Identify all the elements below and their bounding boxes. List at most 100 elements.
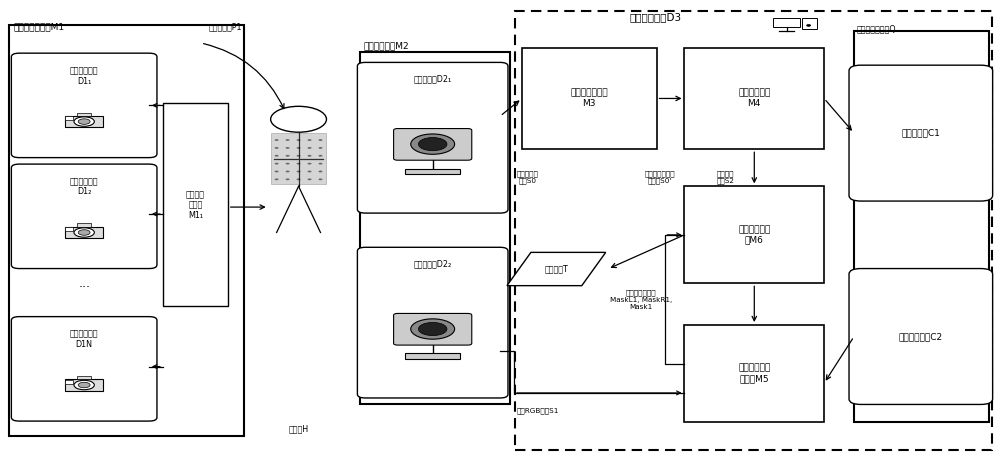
Bar: [77, 376, 91, 379]
Text: 视频超分辨模块
M3: 视频超分辨模块 M3: [570, 89, 608, 108]
Circle shape: [275, 179, 279, 180]
Circle shape: [319, 179, 322, 180]
Bar: [65, 380, 73, 384]
FancyBboxPatch shape: [849, 65, 993, 201]
Bar: [9, 25, 244, 436]
FancyBboxPatch shape: [515, 11, 992, 450]
Circle shape: [275, 139, 279, 141]
Text: 被测人H: 被测人H: [288, 425, 309, 433]
Text: 彩色RGB视频S1: 彩色RGB视频S1: [517, 407, 559, 414]
Text: 计算结果T: 计算结果T: [544, 265, 568, 273]
Circle shape: [74, 117, 94, 126]
Circle shape: [319, 155, 322, 157]
FancyBboxPatch shape: [357, 62, 508, 213]
Circle shape: [297, 163, 301, 165]
Text: 切换控制
子模块
M1₁: 切换控制 子模块 M1₁: [186, 190, 205, 219]
Circle shape: [275, 155, 279, 157]
Bar: [77, 224, 91, 226]
Text: 参考图像组C1: 参考图像组C1: [901, 129, 940, 138]
Circle shape: [308, 147, 312, 149]
Bar: [65, 226, 103, 239]
Text: 高分辨率的结构
光视频S0': 高分辨率的结构 光视频S0': [645, 170, 675, 184]
Bar: [684, 325, 824, 422]
Text: ···: ···: [78, 281, 90, 294]
Bar: [405, 353, 460, 359]
Text: 标定参数存储器Q: 标定参数存储器Q: [857, 25, 897, 34]
Circle shape: [418, 322, 447, 336]
Bar: [684, 186, 824, 283]
FancyBboxPatch shape: [11, 164, 157, 269]
Circle shape: [286, 155, 290, 157]
Bar: [65, 116, 73, 120]
Circle shape: [418, 138, 447, 151]
Circle shape: [275, 171, 279, 173]
Text: 红外投影设备
D1N: 红外投影设备 D1N: [70, 330, 98, 349]
Text: 三维重建模块
M4: 三维重建模块 M4: [738, 89, 770, 108]
Bar: [684, 47, 824, 149]
Circle shape: [411, 319, 455, 339]
Bar: [65, 116, 103, 127]
Bar: [802, 18, 817, 29]
FancyBboxPatch shape: [849, 269, 993, 405]
FancyBboxPatch shape: [357, 247, 508, 398]
Bar: [65, 379, 103, 391]
Text: 红外摄像头D2₁: 红外摄像头D2₁: [414, 74, 452, 83]
Circle shape: [319, 139, 322, 141]
Bar: [163, 103, 228, 306]
Circle shape: [275, 163, 279, 165]
FancyBboxPatch shape: [773, 18, 800, 27]
Circle shape: [411, 134, 455, 154]
Circle shape: [78, 382, 90, 388]
Bar: [271, 133, 326, 184]
FancyBboxPatch shape: [394, 313, 472, 345]
FancyBboxPatch shape: [11, 53, 157, 158]
Bar: [360, 52, 510, 404]
Text: 图像采集模块M2: 图像采集模块M2: [363, 41, 409, 50]
Circle shape: [286, 147, 290, 149]
Circle shape: [807, 25, 811, 27]
Polygon shape: [507, 252, 606, 286]
Circle shape: [297, 147, 301, 149]
Circle shape: [78, 119, 90, 124]
Text: 肺活量计算模
块M6: 肺活量计算模 块M6: [738, 225, 770, 245]
Circle shape: [319, 163, 322, 165]
Circle shape: [286, 171, 290, 173]
Circle shape: [286, 139, 290, 141]
Bar: [405, 168, 460, 173]
Circle shape: [308, 155, 312, 157]
Circle shape: [308, 163, 312, 165]
Text: 双目标定矩阵C2: 双目标定矩阵C2: [899, 332, 943, 341]
Text: 结构光图案P1: 结构光图案P1: [209, 22, 243, 31]
Circle shape: [308, 179, 312, 180]
Bar: [77, 113, 91, 116]
Text: 高性能计算机D3: 高性能计算机D3: [630, 12, 682, 22]
Circle shape: [297, 171, 301, 173]
Circle shape: [74, 380, 94, 390]
Circle shape: [297, 155, 301, 157]
Circle shape: [297, 179, 301, 180]
Bar: [854, 32, 989, 422]
Circle shape: [286, 163, 290, 165]
Bar: [65, 227, 73, 231]
Bar: [522, 47, 657, 149]
FancyBboxPatch shape: [11, 317, 157, 421]
Circle shape: [275, 147, 279, 149]
Text: 关键点自动检
测模块M5: 关键点自动检 测模块M5: [738, 364, 770, 383]
FancyBboxPatch shape: [394, 128, 472, 160]
Text: 感兴趣区域掩膜
MaskL1, MaskR1,
Mask1: 感兴趣区域掩膜 MaskL1, MaskR1, Mask1: [610, 289, 672, 310]
Circle shape: [297, 139, 301, 141]
Text: 结构光投影模块M1: 结构光投影模块M1: [13, 22, 64, 32]
Circle shape: [78, 230, 90, 235]
Circle shape: [319, 171, 322, 173]
Circle shape: [74, 228, 94, 237]
Text: 三维重建
视频S2: 三维重建 视频S2: [716, 170, 734, 184]
Text: 红外投影设备
D1₁: 红外投影设备 D1₁: [70, 66, 98, 86]
Text: 红外投影设备
D1₂: 红外投影设备 D1₂: [70, 177, 98, 196]
Circle shape: [271, 106, 326, 132]
Text: 原始结构光
视频S0: 原始结构光 视频S0: [517, 170, 539, 184]
Circle shape: [319, 147, 322, 149]
Circle shape: [308, 171, 312, 173]
Circle shape: [308, 139, 312, 141]
Text: 彩色摄像头D2₂: 彩色摄像头D2₂: [414, 259, 452, 268]
Circle shape: [286, 179, 290, 180]
